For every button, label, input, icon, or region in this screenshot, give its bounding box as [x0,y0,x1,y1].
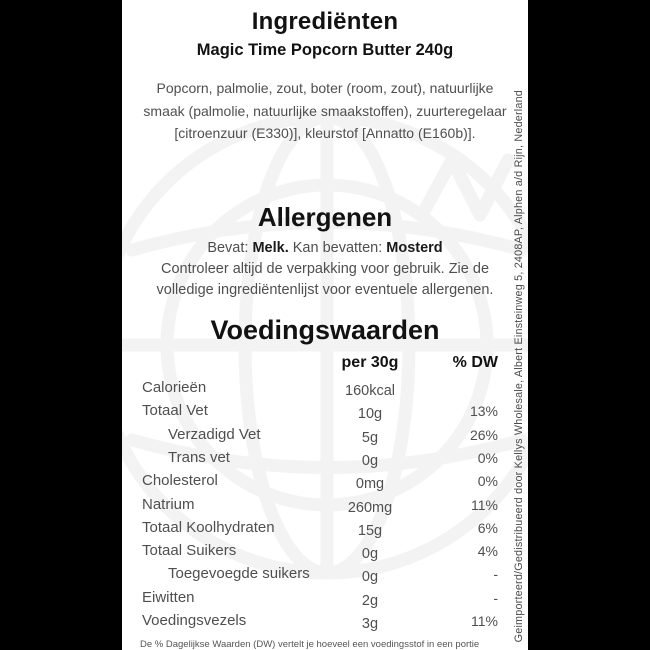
table-row: Verzadigd Vet 5g 26% [142,426,498,449]
table-row: Totaal Koolhydraten 15g 6% [142,519,498,542]
row-label: Totaal Suikers [142,542,237,560]
row-dw [426,379,498,381]
row-dw: 11% [471,612,498,629]
row-dw: - [493,566,498,583]
col-header-dw: % DW [452,354,498,372]
ingredients-line: smaak (palmolie, natuurlijke smaakstoffe… [143,102,507,119]
row-dw: 11% [471,496,498,513]
may-contain-label: Kan bevatten: [288,240,387,257]
row-value: 15g [357,522,383,539]
allergens-title: Allergenen [257,201,393,232]
table-row: Totaal Vet 10g 13% [142,402,498,425]
row-value: 3g [361,615,379,632]
row-dw: 26% [469,426,498,443]
row-label: Trans vet [168,448,230,466]
may-contain-value: Mosterd [386,240,443,257]
ingredients-line: [citroenzuur (E330)], kleurstof [Annatto… [174,125,476,142]
row-label: Cholesterol [142,472,218,490]
row-label: Eiwitten [142,588,195,606]
row-label: Voedingsvezels [142,611,247,629]
row-value: 0g [361,546,379,563]
ingredients-list: Popcorn, palmolie, zout, boter (room, zo… [122,77,528,145]
table-row: Eiwitten 2g - [142,589,498,612]
row-dw: 6% [477,519,498,536]
row-dw: - [493,589,498,606]
row-label: Natrium [142,495,195,513]
contains-value: Melk. [252,240,289,257]
col-header-serving: per 30g [341,354,399,372]
row-value: 0g [361,452,379,469]
ingredients-title: Ingrediënten [251,8,399,35]
row-label: Toegevoegde suikers [168,565,310,583]
row-dw: 0% [477,473,498,490]
allergen-note-line: Controleer altijd de verpakking voor geb… [160,261,490,278]
allergen-statement: Bevat: Melk. Kan bevatten: Mosterd [122,238,528,259]
nutrition-title: Voedingswaarden [210,315,440,346]
label-card: Ingrediënten Magic Time Popcorn Butter 2… [122,0,528,650]
contains-label: Bevat: [207,240,253,257]
row-value: 0g [361,569,379,586]
row-value: 5g [361,429,379,446]
row-value: 10g [357,406,383,423]
row-value: 0mg [355,476,385,493]
table-row: Totaal Suikers 0g 4% [142,542,498,565]
table-row: Voedingsvezels 3g 11% [142,612,498,635]
product-name: Magic Time Popcorn Butter 240g [196,40,454,59]
label-content: Ingrediënten Magic Time Popcorn Butter 2… [122,0,528,650]
row-label: Calorieën [142,379,207,397]
row-label: Totaal Koolhydraten [142,518,275,536]
row-dw: 4% [477,543,498,560]
row-value: 160kcal [345,383,395,400]
daily-value-footnote: De % Dagelijkse Waarden (DW) vertelt je … [140,639,480,650]
row-value: 260mg [347,499,393,516]
allergen-note-line: volledige ingrediëntenlijst voor eventue… [156,282,494,299]
table-row: Trans vet 0g 0% [142,449,498,472]
row-label: Totaal Vet [142,402,208,420]
row-value: 2g [361,592,379,609]
distributor-info: Geimporteerd/Gedistribueerd door Kellys … [513,89,525,642]
row-dw: 0% [477,449,498,466]
allergen-note: Controleer altijd de verpakking voor geb… [122,259,528,301]
nutrition-header-row: per 30g % DW [142,354,498,376]
table-row: Toegevoegde suikers 0g - [142,565,498,588]
row-label: Verzadigd Vet [168,425,261,443]
row-dw: 13% [469,403,498,420]
nutrition-table: per 30g % DW Calorieën 160kcal Totaal Ve… [122,354,528,635]
table-row: Cholesterol 0mg 0% [142,472,498,495]
ingredients-line: Popcorn, palmolie, zout, boter (room, zo… [156,80,494,97]
table-row: Natrium 260mg 11% [142,496,498,519]
table-row: Calorieën 160kcal [142,379,498,402]
